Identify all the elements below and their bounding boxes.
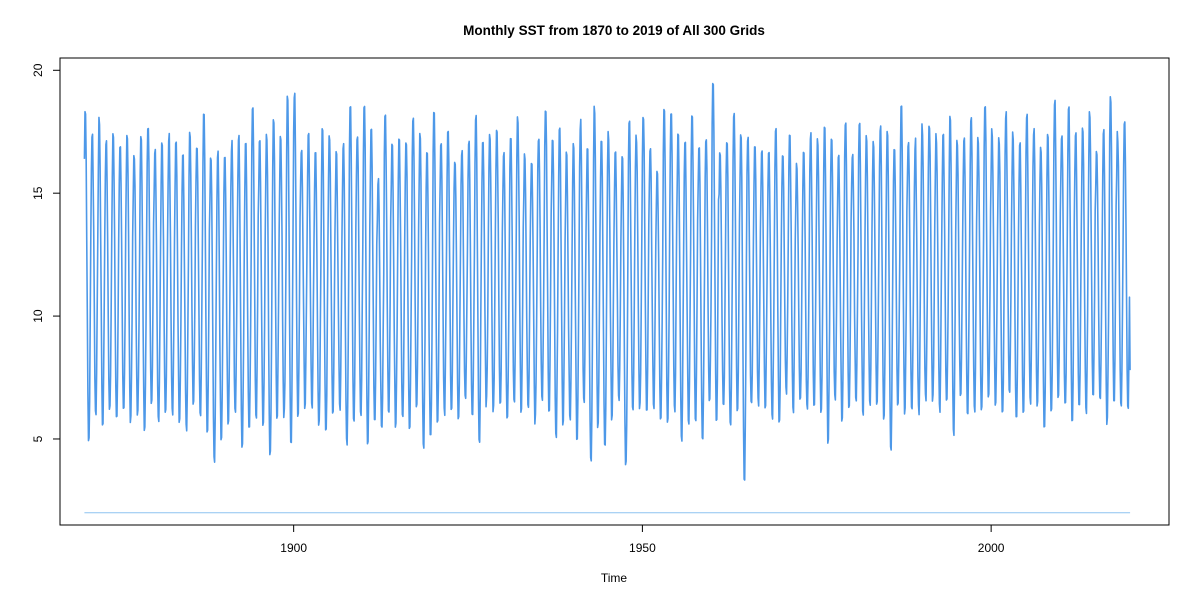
x-tick-label: 1950	[629, 541, 656, 555]
plot-area	[83, 82, 1131, 514]
y-tick-label: 5	[31, 435, 45, 442]
axes: 1900 1950 2000 5 10 15 20	[31, 63, 1005, 555]
y-tick-label: 20	[31, 63, 45, 77]
plot-frame	[59, 57, 1170, 526]
x-axis-label: Time	[601, 571, 628, 585]
y-tick-label: 15	[31, 186, 45, 200]
x-tick-label: 1900	[280, 541, 307, 555]
y-tick-label: 10	[31, 309, 45, 323]
chart-title: Monthly SST from 1870 to 2019 of All 300…	[463, 23, 765, 38]
x-tick-label: 2000	[978, 541, 1005, 555]
sst-series-line	[83, 82, 1131, 481]
